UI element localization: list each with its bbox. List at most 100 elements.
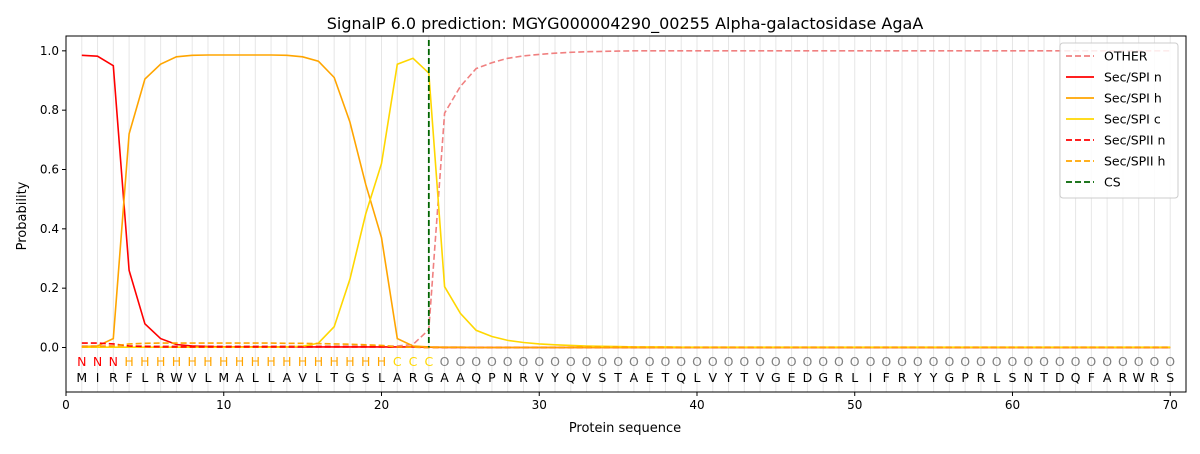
sequence-residue: Y	[929, 370, 938, 385]
series-layer	[81, 40, 1171, 349]
region-label: N	[77, 354, 86, 369]
region-label: O	[676, 354, 686, 369]
region-label: N	[109, 354, 118, 369]
region-label: O	[755, 354, 765, 369]
region-label: O	[771, 354, 781, 369]
sequence-residue: R	[156, 370, 165, 385]
y-tick-label: 0.6	[40, 163, 59, 177]
region-label: O	[550, 354, 560, 369]
region-label: H	[345, 354, 354, 369]
region-label: O	[629, 354, 639, 369]
sequence-residue: R	[1150, 370, 1159, 385]
sequence-residue: Q	[1071, 370, 1081, 385]
sequence-residue: T	[613, 370, 622, 385]
sequence-residue: D	[803, 370, 813, 385]
region-label: O	[881, 354, 891, 369]
sequence-residue: I	[869, 370, 873, 385]
region-label: H	[298, 354, 307, 369]
sequence-residue: Q	[676, 370, 686, 385]
sequence-residue: W	[170, 370, 182, 385]
x-tick-label: 40	[689, 398, 704, 412]
sequence-residue: N	[503, 370, 512, 385]
region-label: O	[866, 354, 876, 369]
sequence-residue: F	[1088, 370, 1095, 385]
region-label: O	[692, 354, 702, 369]
sequence-residue: R	[409, 370, 418, 385]
sequence-residue: P	[488, 370, 496, 385]
region-label: O	[724, 354, 734, 369]
region-label: H	[282, 354, 291, 369]
region-label: H	[251, 354, 260, 369]
sequence-residue: R	[835, 370, 844, 385]
x-tick-label: 60	[1005, 398, 1020, 412]
sequence-residue: M	[76, 370, 87, 385]
x-tick-label: 30	[532, 398, 547, 412]
series-line-sec-spi-c	[81, 57, 1171, 349]
sequence-residue: G	[945, 370, 955, 385]
region-label: H	[219, 354, 228, 369]
region-label: O	[1086, 354, 1096, 369]
region-label: H	[187, 354, 196, 369]
region-label: H	[314, 354, 323, 369]
sequence-residue: A	[283, 370, 292, 385]
y-axis-label: Probability	[15, 181, 30, 250]
y-tick-label: 0.4	[40, 222, 59, 236]
x-tick-label: 10	[216, 398, 231, 412]
sequence-residue: R	[977, 370, 986, 385]
sequence-residue: T	[739, 370, 748, 385]
region-label: H	[235, 354, 244, 369]
region-label: O	[1008, 354, 1018, 369]
region-label: O	[834, 354, 844, 369]
sequence-residue: F	[125, 370, 132, 385]
sequence-residue: V	[756, 370, 765, 385]
region-label: O	[440, 354, 450, 369]
sequence-residue: D	[1055, 370, 1065, 385]
region-label: C	[424, 354, 433, 369]
region-label: H	[124, 354, 133, 369]
region-label: O	[597, 354, 607, 369]
region-label: O	[1165, 354, 1175, 369]
region-label: O	[708, 354, 718, 369]
sequence-residue: S	[362, 370, 370, 385]
region-label: O	[1134, 354, 1144, 369]
series-line-other	[81, 49, 1171, 347]
region-label: O	[913, 354, 923, 369]
region-label: H	[361, 354, 370, 369]
region-label: O	[897, 354, 907, 369]
sequence-residue: L	[851, 370, 858, 385]
legend: OTHER Sec/SPI n Sec/SPI h Sec/SPI c Sec/SPII…	[1059, 42, 1179, 199]
region-label: O	[455, 354, 465, 369]
sequence-residue: L	[204, 370, 211, 385]
sequence-residue: A	[456, 370, 465, 385]
region-label: O	[582, 354, 592, 369]
sequence-residue: G	[424, 370, 434, 385]
sequence-residue: S	[1166, 370, 1174, 385]
y-tick-label: 0.8	[40, 103, 59, 117]
y-tick-label: 0.2	[40, 281, 59, 295]
region-label: H	[203, 354, 212, 369]
sequence-residue: S	[598, 370, 606, 385]
sequence-residue: S	[1009, 370, 1017, 385]
sequence-residue: V	[535, 370, 544, 385]
region-label: O	[1039, 354, 1049, 369]
sequence-residue: R	[519, 370, 528, 385]
region-label: O	[992, 354, 1002, 369]
sequence-residue: N	[1024, 370, 1033, 385]
region-label: O	[960, 354, 970, 369]
sequence-residue: Y	[913, 370, 922, 385]
sequence-residue: V	[582, 370, 591, 385]
sequence-residue: V	[298, 370, 307, 385]
region-label: O	[645, 354, 655, 369]
region-label: H	[266, 354, 275, 369]
region-label: O	[1118, 354, 1128, 369]
x-tick-label: 20	[374, 398, 389, 412]
sequence-residue: L	[268, 370, 275, 385]
region-label: O	[503, 354, 513, 369]
legend-label: Sec/SPI h	[1104, 91, 1162, 106]
x-tick-label: 0	[62, 398, 70, 412]
sequence-residue: P	[961, 370, 969, 385]
region-label: O	[818, 354, 828, 369]
sequence-residue: L	[993, 370, 1000, 385]
sequence-residue: E	[788, 370, 796, 385]
